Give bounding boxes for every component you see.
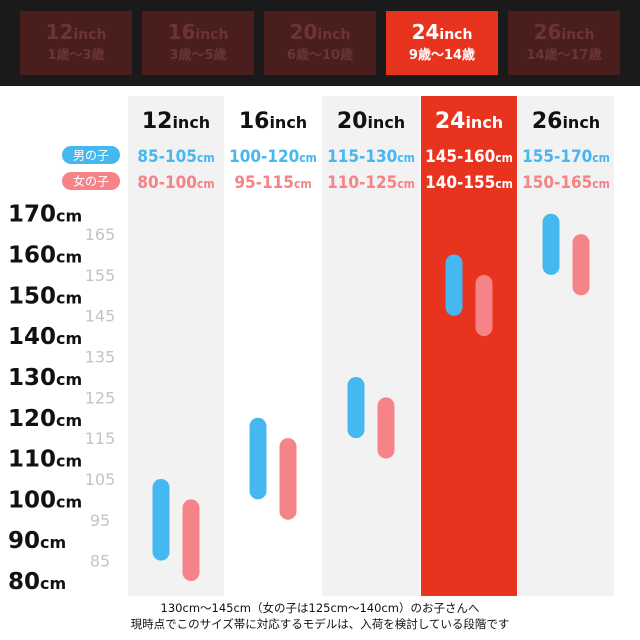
range-bar-boy-20inch [347,376,365,439]
size-tab-label: 26inch [533,20,595,44]
legend-pill-boy [62,146,120,164]
range-label-boy-20inch: 115-130cm [327,147,415,167]
range-label-boy-26inch: 155-170cm [522,147,610,167]
size-tab-12[interactable]: 12inch 1歳〜3歳 [20,11,132,75]
y-tick-80: 80cm [8,569,66,595]
y-minor-tick-145: 145 [85,307,116,326]
size-tab-20[interactable]: 20inch 6歳〜10歳 [264,11,376,75]
column-bg-26inch [518,96,614,596]
range-bar-girl-20inch [377,397,395,459]
y-tick-140: 140cm [8,324,82,350]
column-bg-20inch [322,96,420,596]
size-tab-label: 20inch [289,20,351,44]
y-tick-130: 130cm [8,365,82,391]
range-bar-boy-12inch [152,478,170,561]
column-header-24inch: 24inch [435,109,503,134]
legend-label-boy: 男の子 [73,149,109,163]
size-tab-age: 14歳〜17歳 [526,48,602,63]
footnote-line-1: 130cm〜145cm（女の子は125cm〜140cm）のお子さんへ [160,601,480,615]
size-tab-label: 12inch [45,20,107,44]
range-bar-girl-12inch [182,499,200,581]
y-minor-tick-155: 155 [85,266,116,285]
y-tick-160: 160cm [8,243,82,269]
range-label-boy-12inch: 85-105cm [137,147,214,167]
range-label-girl-26inch: 150-165cm [522,173,610,193]
range-bar-boy-26inch [542,213,560,275]
y-minor-tick-95: 95 [90,511,110,530]
y-tick-170: 170cm [8,202,82,228]
range-label-girl-16inch: 95-115cm [234,173,311,193]
size-tab-label: 24inch [411,20,473,44]
size-tab-age: 9歳〜14歳 [408,48,476,63]
size-tab-age: 6歳〜10歳 [286,48,354,63]
range-label-girl-24inch: 140-155cm [425,173,513,193]
range-label-boy-24inch: 145-160cm [425,147,513,167]
y-tick-100: 100cm [8,487,82,513]
legend-pill-girl [62,172,120,190]
y-tick-110: 110cm [8,447,82,473]
range-bar-boy-24inch [445,254,463,316]
y-tick-120: 120cm [8,406,82,432]
range-label-girl-12inch: 80-100cm [137,173,214,193]
y-minor-tick-115: 115 [85,429,116,448]
size-tab-26[interactable]: 26inch 14歳〜17歳 [508,11,620,75]
y-minor-tick-135: 135 [85,348,116,367]
legend-label-girl: 女の子 [73,174,109,189]
y-minor-tick-125: 125 [85,388,116,407]
range-bar-girl-16inch [279,438,297,520]
column-bg-24inch [421,96,517,596]
size-tab-bar: 12inch 1歳〜3歳 16inch 3歳〜5歳 20inch 6歳〜10歳 24inch… [0,0,640,86]
y-tick-150: 150cm [8,283,82,309]
range-bar-boy-16inch [249,417,267,500]
column-bg-12inch [128,96,224,596]
size-tab-age: 3歳〜5歳 [169,48,227,63]
column-header-16inch: 16inch [239,109,307,134]
range-label-girl-20inch: 110-125cm [327,173,415,193]
y-minor-tick-85: 85 [90,552,110,571]
y-minor-tick-165: 165 [85,225,116,244]
range-label-boy-16inch: 100-120cm [229,147,317,167]
size-tab-16[interactable]: 16inch 3歳〜5歳 [142,11,254,75]
size-tab-age: 1歳〜3歳 [47,48,105,63]
footnote: 130cm〜145cm（女の子は125cm〜140cm）のお子さんへ 現時点でこ… [0,600,640,632]
column-header-20inch: 20inch [337,109,405,134]
footnote-line-2: 現時点でこのサイズ帯に対応するモデルは、入荷を検討している段階です [130,617,510,631]
y-tick-90: 90cm [8,528,66,554]
range-bar-girl-24inch [475,274,493,337]
column-header-12inch: 12inch [142,109,210,134]
size-tab-label: 16inch [167,20,229,44]
column-header-26inch: 26inch [532,109,600,134]
y-minor-tick-105: 105 [85,470,116,489]
size-tab-24[interactable]: 24inch 9歳〜14歳 [386,11,498,75]
range-bar-girl-26inch [572,234,590,296]
